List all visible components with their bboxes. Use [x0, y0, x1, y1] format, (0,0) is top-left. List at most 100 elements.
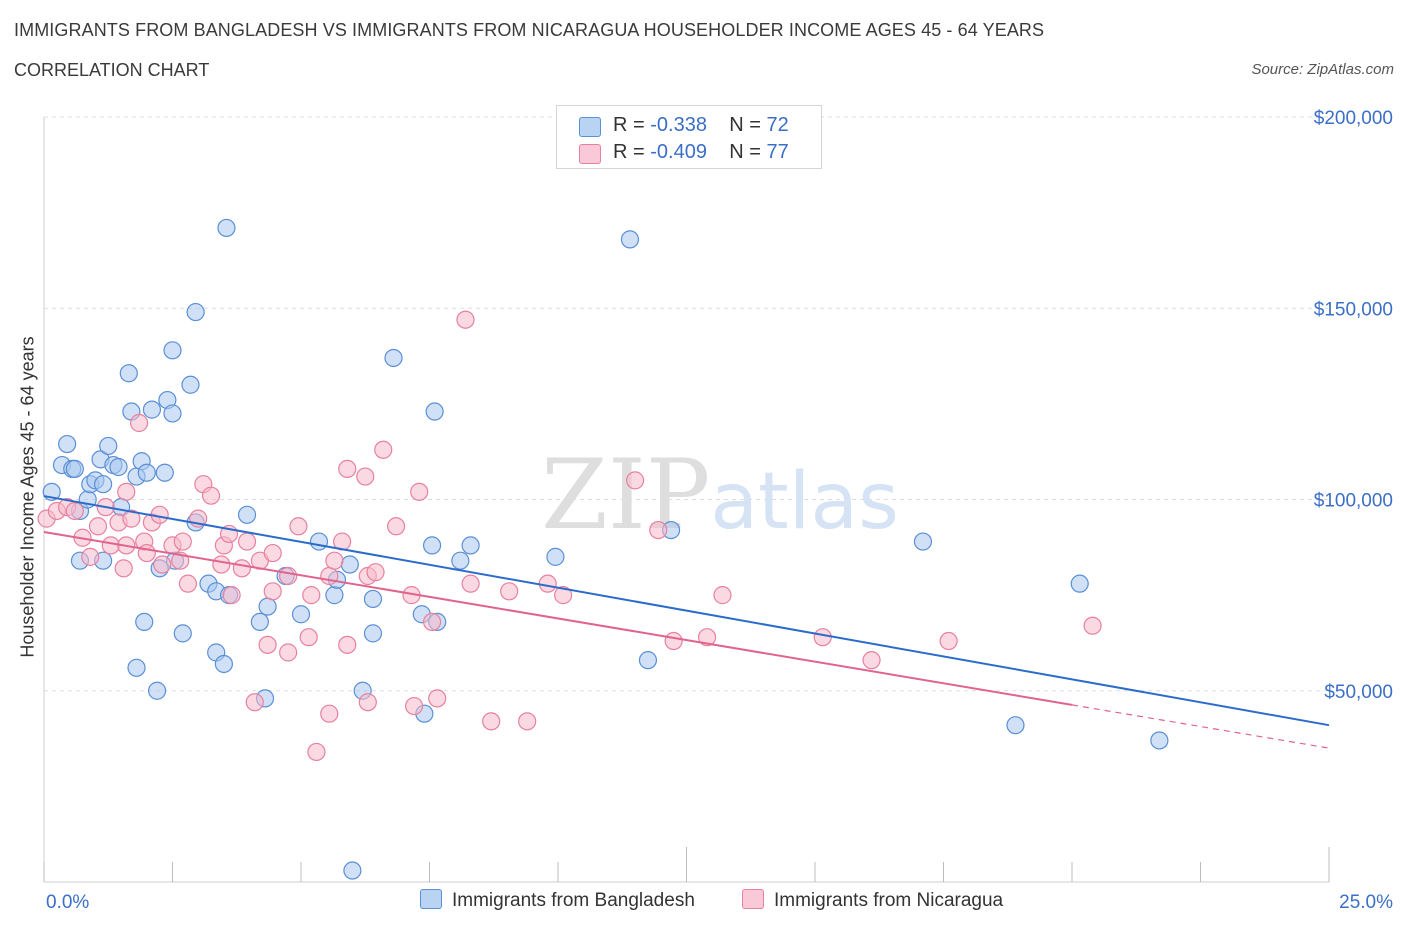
data-point-bangladesh: [363, 589, 383, 609]
data-point-nicaragua: [129, 413, 149, 433]
legend-label-nicaragua: Immigrants from Nicaragua: [774, 890, 1004, 911]
data-point-nicaragua: [500, 582, 519, 601]
y-tick-label: $150,000: [1314, 299, 1393, 320]
data-point-bangladesh: [1006, 716, 1025, 735]
data-point-nicaragua: [117, 482, 136, 501]
data-point-bangladesh: [147, 681, 167, 700]
data-point-nicaragua: [245, 693, 264, 712]
data-point-nicaragua: [410, 482, 429, 501]
y-tick-label: $100,000: [1314, 491, 1393, 512]
data-point-nicaragua: [813, 628, 832, 647]
data-point-nicaragua: [263, 543, 282, 563]
data-point-nicaragua: [289, 517, 308, 536]
data-point-nicaragua: [366, 563, 385, 582]
r-value: -0.338: [650, 114, 707, 136]
data-point-nicaragua: [939, 631, 958, 651]
data-point-nicaragua: [1083, 616, 1102, 635]
y-axis-label: Householder Income Ages 45 - 64 years: [17, 336, 38, 658]
y-tick-label: $50,000: [1324, 682, 1393, 703]
data-point-nicaragua: [554, 586, 573, 605]
data-point-bangladesh: [214, 654, 233, 674]
data-point-nicaragua: [232, 559, 251, 578]
data-point-nicaragua: [137, 543, 156, 563]
r-label: R =: [613, 114, 651, 136]
watermark: ZIPatlas: [541, 439, 899, 551]
data-point-nicaragua: [404, 696, 424, 716]
y-tick-label: $200,000: [1314, 108, 1393, 129]
data-point-bangladesh: [461, 536, 480, 555]
legend-label-bangladesh: Immigrants from Bangladesh: [452, 890, 695, 911]
data-point-nicaragua: [279, 643, 298, 662]
data-point-nicaragua: [338, 459, 357, 478]
legend-item-nicaragua[interactable]: Immigrants from Nicaragua: [742, 889, 1003, 912]
data-point-bangladesh: [237, 505, 257, 524]
data-point-nicaragua: [263, 582, 282, 601]
data-point-nicaragua: [356, 467, 375, 486]
bangladesh-legend-swatch: [420, 889, 442, 909]
data-point-nicaragua: [178, 574, 198, 593]
x-tick-label: 0.0%: [46, 892, 89, 913]
data-point-bangladesh: [186, 302, 205, 322]
data-point-bangladesh: [127, 658, 146, 677]
data-point-nicaragua: [713, 586, 732, 605]
data-point-nicaragua: [358, 693, 377, 712]
data-point-bangladesh: [425, 402, 444, 421]
data-point-bangladesh: [155, 463, 174, 482]
data-point-bangladesh: [135, 612, 154, 632]
data-point-bangladesh: [325, 586, 344, 605]
source-credit: Source: ZipAtlas.com: [1251, 61, 1394, 78]
stats-legend: R = -0.338 N = 72 R = -0.409 N = 77: [556, 105, 822, 169]
legend-item-bangladesh[interactable]: Immigrants from Bangladesh: [420, 889, 695, 912]
data-point-nicaragua: [81, 547, 100, 566]
data-point-nicaragua: [114, 559, 133, 578]
data-point-nicaragua: [258, 635, 277, 654]
data-point-nicaragua: [212, 555, 231, 574]
data-point-nicaragua: [456, 310, 475, 329]
data-point-bangladesh: [163, 341, 182, 360]
data-point-bangladesh: [250, 612, 269, 632]
data-point-nicaragua: [386, 517, 406, 536]
data-point-bangladesh: [94, 475, 113, 494]
data-point-nicaragua: [325, 551, 344, 570]
n-value: 77: [766, 141, 789, 163]
trend-line-extension-nicaragua: [1071, 704, 1330, 749]
data-point-nicaragua: [482, 712, 501, 731]
data-point-nicaragua: [307, 742, 326, 762]
data-point-nicaragua: [697, 628, 717, 647]
data-point-bangladesh: [422, 536, 442, 555]
data-point-bangladesh: [451, 551, 470, 570]
data-point-bangladesh: [1150, 731, 1169, 750]
data-point-nicaragua: [625, 471, 645, 490]
data-point-bangladesh: [173, 624, 192, 643]
data-point-nicaragua: [428, 689, 447, 708]
trend-line-bangladesh: [43, 495, 1330, 727]
data-point-bangladesh: [119, 364, 138, 383]
data-point-nicaragua: [201, 486, 221, 505]
data-point-nicaragua: [422, 612, 442, 632]
data-point-nicaragua: [173, 532, 192, 551]
data-point-bangladesh: [99, 436, 118, 456]
data-point-bangladesh: [363, 624, 383, 643]
data-point-nicaragua: [65, 501, 84, 521]
r-value: -0.409: [650, 141, 707, 163]
data-point-nicaragua: [222, 586, 241, 605]
data-point-bangladesh: [384, 348, 403, 368]
data-point-nicaragua: [88, 517, 108, 536]
data-point-nicaragua: [101, 536, 120, 555]
data-point-bangladesh: [58, 434, 77, 454]
data-point-bangladesh: [913, 532, 933, 551]
data-point-bangladesh: [142, 400, 162, 419]
data-point-bangladesh: [163, 404, 182, 423]
data-point-bangladesh: [1070, 574, 1089, 593]
data-point-nicaragua: [374, 440, 393, 459]
data-point-bangladesh: [620, 230, 640, 249]
data-point-nicaragua: [279, 566, 298, 586]
n-label: N =: [729, 141, 767, 163]
data-point-bangladesh: [258, 597, 277, 616]
n-label: N =: [729, 114, 767, 136]
data-point-nicaragua: [299, 628, 318, 647]
data-point-bangladesh: [65, 459, 84, 478]
data-point-nicaragua: [538, 574, 557, 593]
data-point-nicaragua: [862, 651, 881, 670]
data-point-nicaragua: [461, 574, 480, 593]
